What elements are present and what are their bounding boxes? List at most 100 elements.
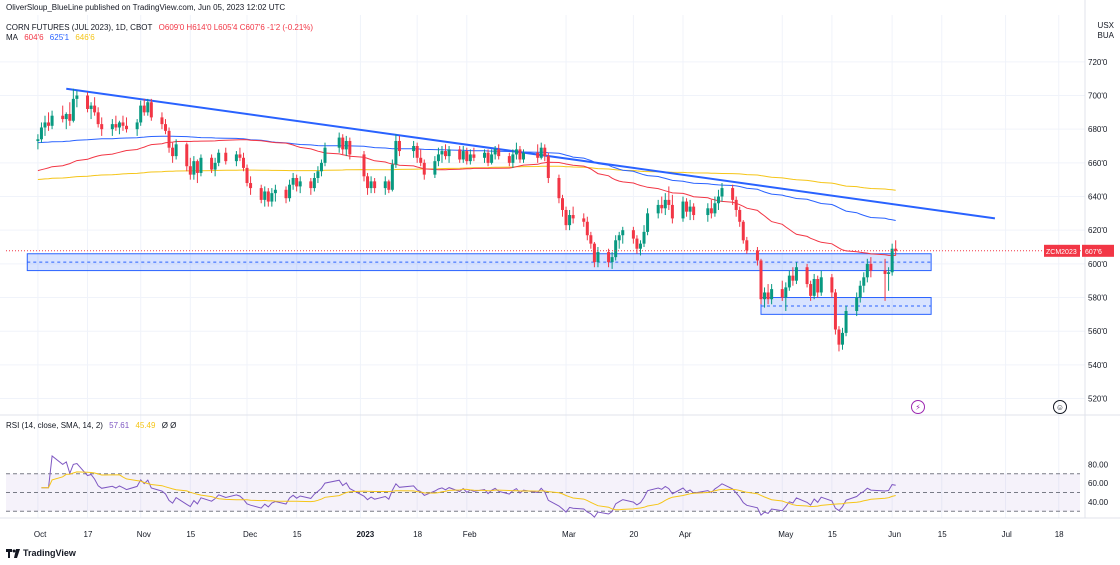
candle-body <box>638 243 642 249</box>
candle-body <box>766 292 770 300</box>
candle-body <box>213 162 217 170</box>
ma-legend[interactable]: MA 604'6 625'1 646'6 <box>6 33 99 42</box>
publisher-line: OliverSloup_BlueLine published on Tradin… <box>6 3 286 12</box>
lightning-icon[interactable]: ⚡ <box>911 400 925 414</box>
candle-body <box>755 250 759 261</box>
price-axis-label: 600'0 <box>1088 260 1108 269</box>
candle-body <box>266 191 270 202</box>
price-axis-label: 720'0 <box>1088 58 1108 67</box>
candle-body <box>656 204 660 214</box>
candle-body <box>185 144 189 167</box>
candle-body <box>100 124 104 130</box>
candle-body <box>210 157 214 170</box>
symbol-legend[interactable]: CORN FUTURES (JUL 2023), 1D, CBOT O609'0… <box>6 23 317 32</box>
ohlc-values: O609'0 H614'0 L605'4 C607'6 -1'2 (-0.21%… <box>158 23 314 32</box>
time-axis-label: 2023 <box>356 530 374 539</box>
time-axis-label: 20 <box>629 530 638 539</box>
candle-body <box>787 275 791 288</box>
candle-body <box>390 164 394 190</box>
candle-body <box>259 188 263 200</box>
ma-200-value: 646'6 <box>75 33 95 42</box>
candle-body <box>362 154 366 177</box>
time-axis-label: Apr <box>679 530 692 539</box>
candle-body <box>589 235 593 244</box>
candle-body <box>596 252 600 263</box>
price-tag-label: 607'6 <box>1085 249 1102 256</box>
time-axis-label: May <box>778 530 793 539</box>
tradingview-logo: TradingView <box>6 548 76 558</box>
candle-body <box>716 196 720 204</box>
candle-body <box>39 127 43 140</box>
candle-body <box>614 240 618 258</box>
candle-body <box>312 177 316 189</box>
price-axis-label: 560'0 <box>1088 327 1108 336</box>
symbol-tag-label: ZCM2023 <box>1046 249 1077 256</box>
candle-body <box>68 114 72 121</box>
candle-body <box>706 208 710 216</box>
candle-body <box>387 181 391 190</box>
candle-body <box>86 95 90 109</box>
candle-body <box>486 152 490 163</box>
time-axis-label: 15 <box>293 530 302 539</box>
candle-body <box>114 124 118 128</box>
candle-body <box>142 105 146 113</box>
candle-body <box>117 122 121 128</box>
candle-body <box>199 157 203 173</box>
candle-body <box>323 147 327 163</box>
time-axis-label: Nov <box>137 530 151 539</box>
candle-body <box>224 152 228 162</box>
candle-body <box>89 105 93 109</box>
candle-body <box>472 154 476 158</box>
ma-100-value: 625'1 <box>49 33 70 42</box>
candle-body <box>667 199 671 205</box>
rsi-ma-line <box>41 471 896 511</box>
candle-body <box>241 157 245 168</box>
candle-body <box>149 102 153 118</box>
candle-body <box>458 149 462 160</box>
candle-body <box>865 263 869 278</box>
price-axis-label: 640'0 <box>1088 193 1108 202</box>
candle-body <box>383 181 387 189</box>
time-axis-label: 15 <box>938 530 947 539</box>
candle-body <box>522 152 526 160</box>
candle-body <box>568 215 572 226</box>
candle-body <box>493 149 497 155</box>
time-axis-label: 17 <box>84 530 93 539</box>
candle-body <box>238 154 242 158</box>
candle-body <box>862 277 866 286</box>
candle-body <box>146 102 150 113</box>
candle-body <box>337 137 341 148</box>
user-icon[interactable]: ☺ <box>1053 400 1067 414</box>
candle-body <box>217 152 221 163</box>
candle-body <box>47 122 51 126</box>
rsi-label: RSI (14, close, SMA, 14, 2) <box>6 421 103 430</box>
candle-body <box>195 161 199 173</box>
candle-body <box>610 257 614 263</box>
candle-body <box>518 149 522 160</box>
rsi-legend[interactable]: RSI (14, close, SMA, 14, 2) 57.61 45.49 … <box>6 421 180 430</box>
candle-body <box>571 215 575 219</box>
time-axis-label: 15 <box>828 530 837 539</box>
candle-body <box>791 275 795 281</box>
candle-body <box>433 161 437 175</box>
candle-body <box>646 213 650 232</box>
candle-body <box>121 122 125 126</box>
candle-body <box>731 188 735 200</box>
time-axis-label: Feb <box>463 530 477 539</box>
candle-body <box>263 191 267 200</box>
candle-body <box>174 144 178 157</box>
candle-body <box>447 149 451 157</box>
candle-body <box>841 332 845 345</box>
candle-body <box>738 209 742 222</box>
candle-body <box>539 147 543 158</box>
resistance-trendline <box>66 87 996 220</box>
candle-body <box>167 130 171 148</box>
candle-body <box>64 114 68 120</box>
ma-50-value: 604'6 <box>24 33 44 42</box>
candle-body <box>770 289 774 300</box>
candle-body <box>468 154 472 162</box>
tradingview-icon <box>6 548 20 558</box>
candle-body <box>805 267 809 285</box>
ma-100-line <box>37 135 896 221</box>
